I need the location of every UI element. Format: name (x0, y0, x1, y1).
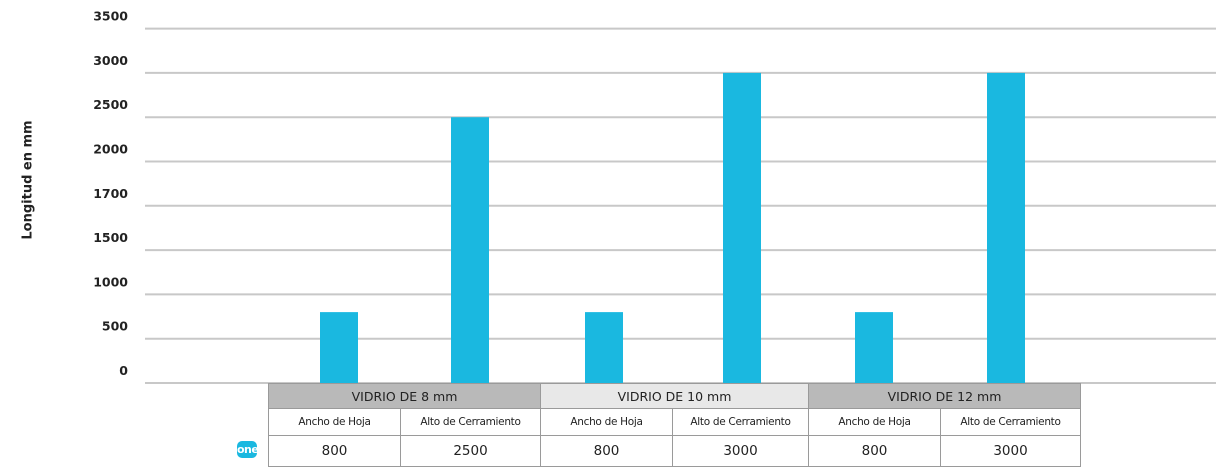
value-cell: 800 (808, 435, 941, 467)
table-subheader-row: Ancho de Hoja Alto de Cerramiento Ancho … (268, 408, 1081, 436)
data-table: VIDRIO DE 8 mm VIDRIO DE 10 mm VIDRIO DE… (268, 383, 1081, 467)
value-cell: 3000 (940, 435, 1081, 467)
value-cell: 2500 (400, 435, 541, 467)
y-tick-label: 3500 (93, 9, 128, 24)
table-group-row: VIDRIO DE 8 mm VIDRIO DE 10 mm VIDRIO DE… (268, 383, 1081, 409)
subheader-cell: Ancho de Hoja (540, 408, 673, 436)
value-cell: 3000 (672, 435, 809, 467)
value-cell: 800 (540, 435, 673, 467)
y-tick-label: 3000 (93, 53, 128, 68)
group-header-12mm: VIDRIO DE 12 mm (808, 383, 1081, 409)
y-axis-label: Longitud en mm (20, 120, 36, 240)
table-value-row: 800 2500 800 3000 800 3000 (268, 435, 1081, 467)
subheader-cell: Alto de Cerramiento (672, 408, 809, 436)
y-tick-label: 0 (119, 363, 128, 378)
subheader-cell: Ancho de Hoja (808, 408, 941, 436)
value-cell: 800 (268, 435, 401, 467)
bar (723, 72, 761, 384)
subheader-cell: Alto de Cerramiento (400, 408, 541, 436)
y-axis-ticks: 0 500 1000 1500 1700 2000 2500 3000 3500 (93, 9, 128, 378)
bar (987, 72, 1025, 384)
group-header-10mm: VIDRIO DE 10 mm (540, 383, 809, 409)
y-tick-label: 1500 (93, 230, 128, 245)
bar-chart: 0 500 1000 1500 1700 2000 2500 3000 3500 (93, 9, 1216, 384)
y-tick-label: 2500 (93, 97, 128, 112)
one-logo: one (237, 441, 259, 458)
y-tick-label: 2000 (93, 142, 128, 157)
subheader-cell: Alto de Cerramiento (940, 408, 1081, 436)
bar (855, 312, 893, 383)
grid-lines (145, 27, 1216, 384)
y-axis-label-wrap: Longitud en mm (8, 80, 48, 280)
subheader-cell: Ancho de Hoja (268, 408, 401, 436)
y-tick-label: 500 (102, 319, 128, 334)
group-header-8mm: VIDRIO DE 8 mm (268, 383, 541, 409)
y-tick-label: 1700 (93, 186, 128, 201)
bar (320, 312, 358, 383)
bar (451, 117, 489, 383)
bars (320, 72, 1025, 384)
y-tick-label: 1000 (93, 274, 128, 289)
bar (585, 312, 623, 383)
